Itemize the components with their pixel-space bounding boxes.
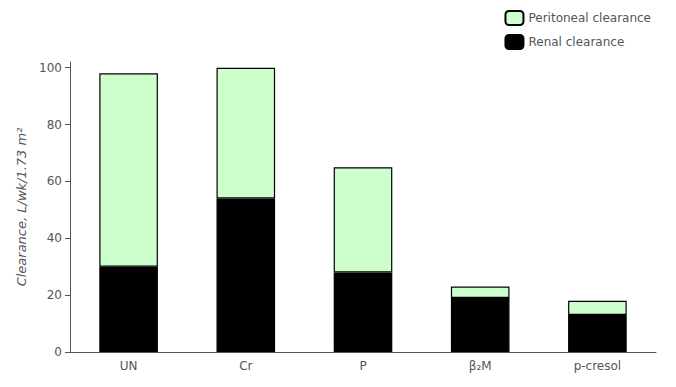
svg-text:40: 40: [47, 231, 62, 245]
svg-text:p-cresol: p-cresol: [574, 359, 622, 373]
svg-text:β₂M: β₂M: [469, 359, 492, 373]
svg-text:60: 60: [47, 174, 62, 188]
svg-text:P: P: [359, 359, 366, 373]
svg-text:80: 80: [47, 118, 62, 132]
svg-text:20: 20: [47, 288, 62, 302]
svg-text:100: 100: [39, 61, 62, 75]
svg-text:Clearance, L/wk/1.73 m²: Clearance, L/wk/1.73 m²: [14, 128, 29, 287]
svg-text:0: 0: [54, 345, 62, 359]
svg-text:Renal clearance: Renal clearance: [528, 35, 624, 49]
svg-text:Peritoneal clearance: Peritoneal clearance: [528, 11, 651, 25]
svg-text:Cr: Cr: [239, 359, 252, 373]
svg-text:UN: UN: [120, 359, 138, 373]
